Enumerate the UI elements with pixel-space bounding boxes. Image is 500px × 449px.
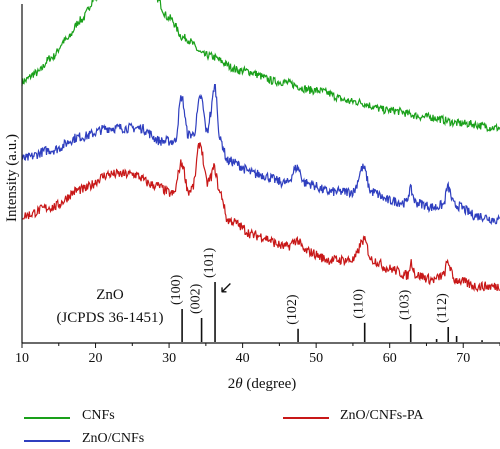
x-tick-label: 20 xyxy=(89,351,103,366)
x-axis-label: 2θ (degree) xyxy=(228,376,297,392)
x-tick-label: 10 xyxy=(15,351,29,366)
reference-peak-label: (103) xyxy=(398,289,413,320)
reference-peak-label: (101) xyxy=(202,247,217,278)
reference-pattern: (100) (002) (101) (102) (110) (103) (112) xyxy=(169,247,483,342)
legend-label-zno-cnfs: ZnO/CNFs xyxy=(82,431,145,446)
reference-peak-label: (100) xyxy=(169,274,184,305)
x-tick-label: 60 xyxy=(383,351,397,366)
reference-arrow: ↙ xyxy=(219,278,233,298)
reference-peak-label: (002) xyxy=(189,283,204,314)
series-line-2 xyxy=(21,142,500,293)
axes: 10 20 30 40 50 60 70 xyxy=(15,4,500,366)
x-tick-label: 40 xyxy=(236,351,250,366)
legend-label-cnfs: CNFs xyxy=(82,408,115,423)
x-tick-label: 50 xyxy=(309,351,323,366)
series-line-0 xyxy=(21,0,500,133)
x-tick-label: 70 xyxy=(456,351,470,366)
legend-swatch-cnfs xyxy=(24,417,70,419)
legend-label-zno-cnfs-pa: ZnO/CNFs-PA xyxy=(340,408,424,423)
series-layer xyxy=(21,0,500,293)
reference-peak-label: (110) xyxy=(352,289,367,319)
y-axis-label: Intensity (a.u.) xyxy=(4,134,20,222)
reference-label-line1: ZnO xyxy=(96,287,124,303)
reference-peak-label: (112) xyxy=(435,293,450,323)
reference-label-line2: (JCPDS 36-1451) xyxy=(56,310,163,326)
reference-peak-label: (102) xyxy=(285,294,300,325)
legend-swatch-zno-cnfs-pa xyxy=(283,417,329,419)
legend-swatch-zno-cnfs xyxy=(24,440,70,442)
x-tick-label: 30 xyxy=(162,351,176,366)
series-line-1 xyxy=(21,84,500,226)
